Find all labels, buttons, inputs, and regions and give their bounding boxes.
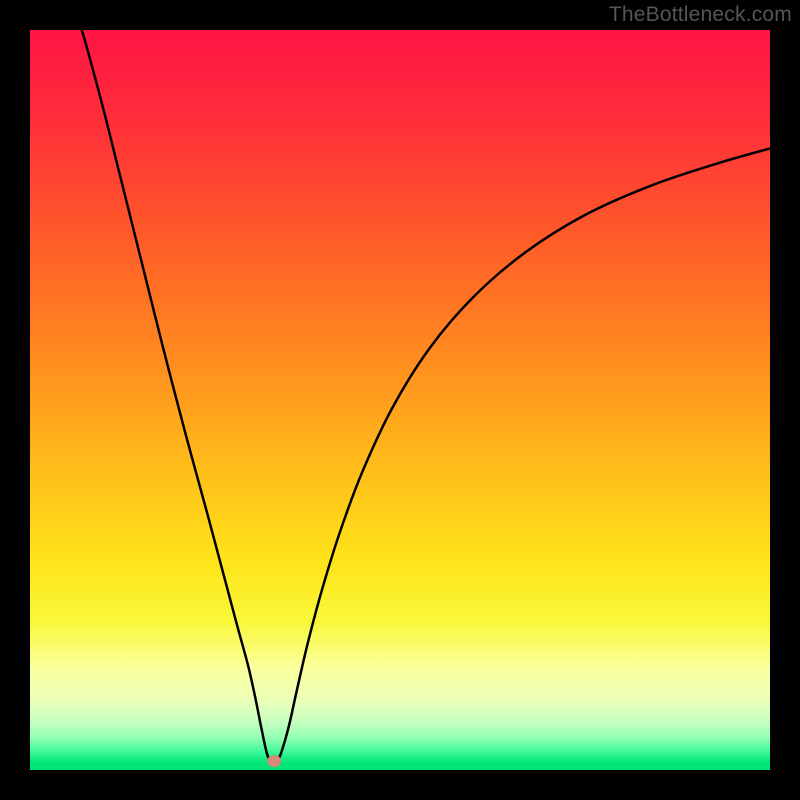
optimal-point-marker [267,755,281,767]
plot-background [30,30,770,770]
bottleneck-chart [0,0,800,800]
chart-container: TheBottleneck.com [0,0,800,800]
watermark-text: TheBottleneck.com [609,3,792,27]
